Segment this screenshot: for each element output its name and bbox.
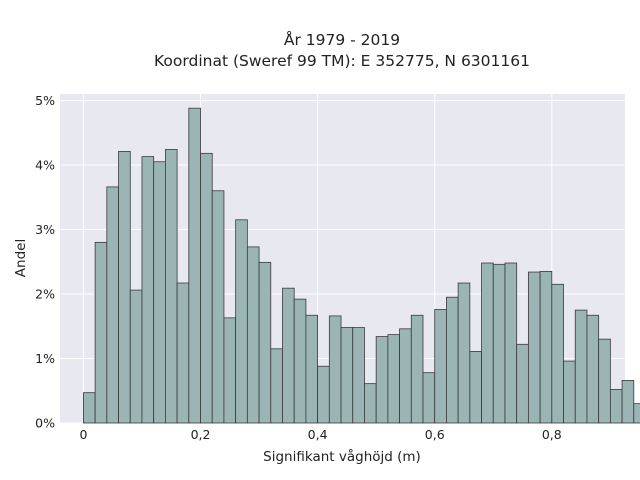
histogram-bar xyxy=(492,263,506,424)
histogram-bar xyxy=(211,190,225,424)
histogram-bar xyxy=(434,309,447,424)
histogram-bar xyxy=(200,152,213,424)
y-tick-label: 4% xyxy=(35,157,55,172)
x-tick-label: 0 xyxy=(79,427,87,442)
y-tick-label: 1% xyxy=(35,351,55,366)
y-tick-label: 3% xyxy=(35,222,55,237)
histogram-bar xyxy=(188,107,201,424)
histogram-bar xyxy=(328,315,342,424)
histogram-bar xyxy=(609,389,623,424)
histogram-bar xyxy=(551,283,564,424)
histogram-bar xyxy=(364,383,377,424)
histogram-bar xyxy=(141,156,155,424)
x-tick-label: 0,4 xyxy=(308,427,328,442)
histogram-bar xyxy=(235,219,248,424)
chart-title-line-2: Koordinat (Sweref 99 TM): E 352775, N 63… xyxy=(154,52,530,70)
histogram-bar xyxy=(352,327,365,424)
histogram-bar xyxy=(598,338,611,424)
histogram-bar xyxy=(574,309,588,424)
histogram-bar xyxy=(340,327,354,424)
chart-title-line-1: År 1979 - 2019 xyxy=(284,30,400,49)
histogram-bar xyxy=(422,372,436,424)
y-axis-label: Andel xyxy=(13,239,29,277)
histogram-bar xyxy=(633,403,640,424)
y-tick-label: 5% xyxy=(35,93,55,108)
x-axis-label: Signifikant våghöjd (m) xyxy=(263,448,421,465)
histogram-bar xyxy=(258,261,272,424)
histogram-bar xyxy=(282,287,295,424)
histogram-bar xyxy=(410,314,424,424)
histogram-bar xyxy=(83,392,96,424)
histogram-bar xyxy=(457,282,471,424)
histogram-bar xyxy=(129,289,143,424)
x-tick-label: 0,6 xyxy=(425,427,445,442)
histogram-bar xyxy=(223,317,237,424)
histogram-bar xyxy=(305,314,319,424)
histogram-bar xyxy=(469,350,482,424)
histogram-bar xyxy=(375,336,389,424)
histogram-bar xyxy=(270,348,283,424)
y-tick-label: 0% xyxy=(35,416,55,431)
x-tick-labels: 0 0,2 0,4 0,6 0,8 xyxy=(79,427,561,442)
y-tick-labels: 0% 1% 2% 3% 4% 5% xyxy=(35,93,55,431)
histogram-bar xyxy=(539,271,553,424)
x-tick-label: 0,8 xyxy=(542,427,562,442)
histogram-bar xyxy=(164,149,178,424)
histogram-bar xyxy=(293,298,307,424)
histogram-bar xyxy=(586,314,600,424)
histogram-bar xyxy=(446,296,459,424)
y-tick-label: 2% xyxy=(35,286,55,301)
histogram-bar xyxy=(516,343,529,424)
histogram-bar xyxy=(563,360,576,424)
x-tick-label: 0,2 xyxy=(191,427,211,442)
histogram-bar xyxy=(621,380,635,424)
histogram-bar xyxy=(176,282,190,424)
histogram-bar xyxy=(317,365,330,424)
histogram-bar xyxy=(153,161,166,424)
histogram-bar xyxy=(504,262,518,424)
histogram-bar xyxy=(94,241,108,424)
histogram-bar xyxy=(118,151,131,424)
histogram-bar xyxy=(527,271,541,424)
histogram-bar xyxy=(246,246,260,424)
histogram-bar xyxy=(481,262,494,424)
bars xyxy=(83,107,640,424)
histogram-bar xyxy=(399,328,412,424)
histogram-bar xyxy=(106,186,119,424)
histogram-bar xyxy=(387,334,400,424)
